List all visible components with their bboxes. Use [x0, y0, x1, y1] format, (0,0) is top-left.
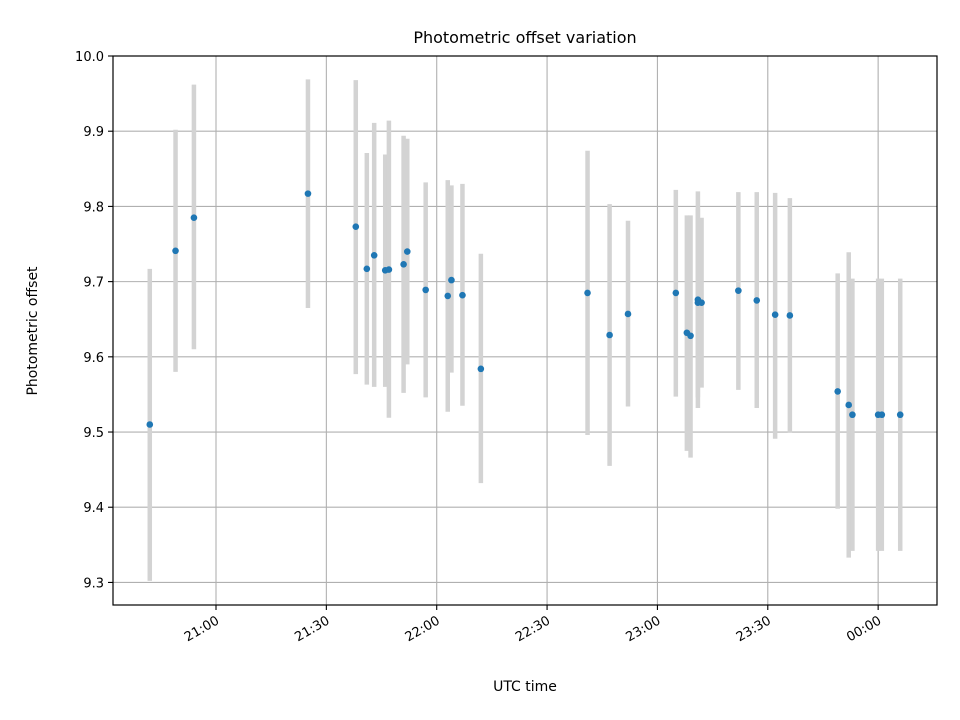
data-point	[444, 292, 452, 300]
data-point	[190, 214, 198, 221]
data-point	[834, 388, 841, 395]
y-tick-label: 10.0	[75, 50, 104, 65]
data-point	[400, 261, 407, 268]
plot-frame	[112, 55, 938, 606]
data-point	[172, 247, 179, 255]
data-point	[672, 289, 680, 297]
data-point	[606, 331, 613, 339]
data-point	[146, 421, 154, 428]
data-point	[698, 299, 705, 306]
data-point	[385, 266, 393, 273]
y-tick-label: 9.6	[83, 351, 104, 366]
data-point	[352, 223, 360, 231]
y-tick-label: 9.5	[83, 426, 104, 441]
chart-title: Photometric offset variation	[413, 28, 636, 47]
data-point	[896, 411, 904, 419]
data-point	[878, 411, 886, 419]
data-points	[146, 190, 904, 428]
data-point	[363, 265, 371, 273]
data-point	[624, 310, 632, 318]
data-point	[403, 248, 411, 255]
y-tick-label: 9.7	[83, 276, 104, 291]
y-tick-label: 9.4	[83, 501, 104, 516]
y-axis-label: Photometric offset	[25, 266, 41, 396]
data-point	[448, 276, 455, 284]
data-point	[849, 411, 856, 419]
data-point	[735, 287, 742, 294]
data-point	[786, 312, 794, 319]
y-tick-label: 9.8	[83, 200, 104, 215]
data-point	[584, 289, 591, 297]
data-point	[753, 297, 761, 304]
data-point	[687, 332, 694, 340]
data-point	[370, 251, 378, 259]
data-point	[304, 190, 312, 197]
y-tick-label: 9.3	[83, 576, 104, 591]
x-axis-label: UTC time	[493, 679, 557, 695]
data-point	[771, 311, 779, 319]
y-tick-label: 9.9	[83, 125, 104, 140]
data-point	[845, 401, 853, 409]
data-point	[422, 286, 429, 294]
data-point	[477, 365, 485, 373]
data-point	[459, 291, 466, 299]
